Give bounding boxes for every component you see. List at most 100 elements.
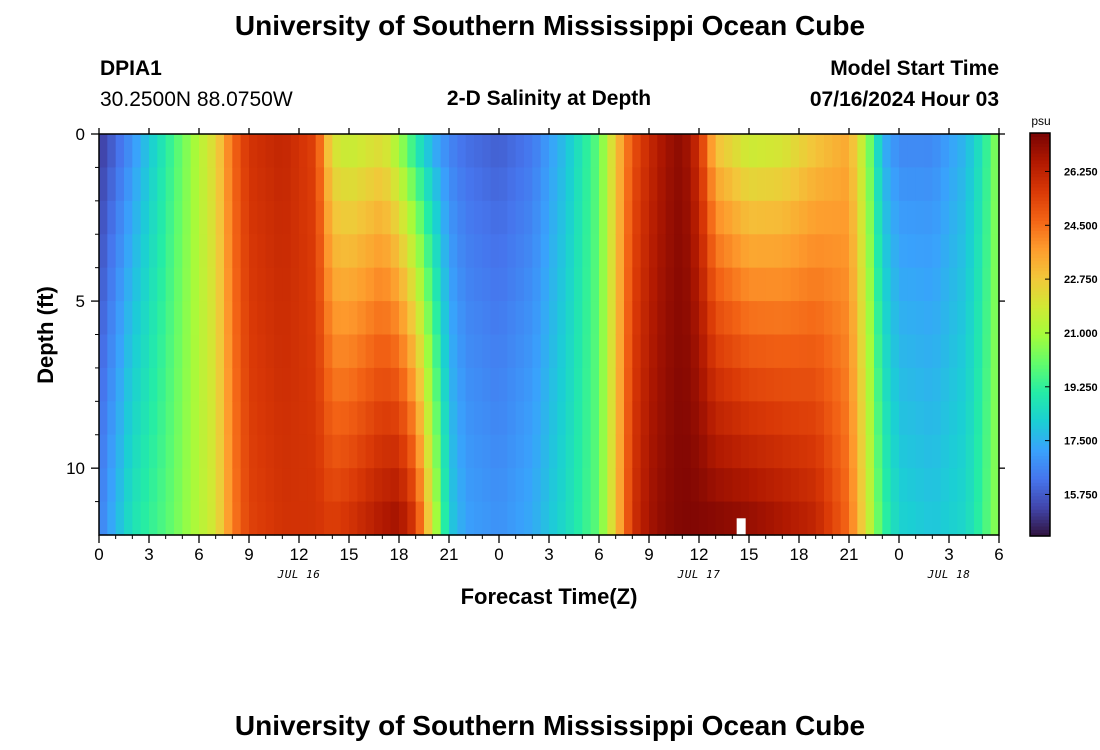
heatmap-cell: [357, 501, 367, 536]
heatmap-cell: [249, 200, 258, 235]
heatmap-cell: [399, 434, 408, 469]
heatmap-cell: [849, 167, 858, 202]
heatmap-cell: [324, 468, 333, 503]
chart-title: 2-D Salinity at Depth: [447, 87, 651, 110]
colorbar-segment: [1030, 196, 1050, 201]
colorbar-segment: [1030, 263, 1050, 268]
heatmap-cell: [449, 200, 458, 235]
heatmap-cell: [207, 367, 217, 402]
heatmap-cell: [907, 401, 917, 436]
heatmap-cell: [582, 267, 592, 302]
heatmap-cell: [449, 301, 458, 336]
heatmap-cell: [340, 501, 350, 536]
heatmap-cell: [540, 501, 550, 536]
heatmap-cell: [249, 401, 258, 436]
heatmap-cell: [449, 401, 458, 436]
heatmap-cell: [574, 334, 583, 369]
heatmap-cell: [240, 367, 250, 402]
heatmap-cell: [174, 167, 183, 202]
heatmap-cell: [274, 501, 283, 536]
heatmap-cell: [665, 267, 675, 302]
heatmap-cell: [299, 134, 308, 169]
heatmap-cell: [615, 401, 625, 436]
heatmap-cell: [915, 334, 925, 369]
heatmap-cell: [465, 334, 475, 369]
heatmap-cell: [507, 501, 517, 536]
heatmap-cell: [949, 401, 958, 436]
heatmap-cell: [865, 234, 875, 269]
heatmap-cell: [432, 200, 442, 235]
heatmap-cell: [132, 367, 142, 402]
heatmap-cell: [707, 234, 717, 269]
heatmap-cell: [715, 134, 725, 169]
heatmap-cell: [765, 301, 775, 336]
heatmap-cell: [249, 501, 258, 536]
heatmap-cell: [265, 234, 275, 269]
heatmap-cell: [232, 501, 242, 536]
heatmap-cell: [757, 167, 767, 202]
heatmap-cell: [907, 501, 917, 536]
heatmap-cell: [132, 167, 142, 202]
heatmap-cell: [990, 301, 1000, 336]
heatmap-cell: [349, 301, 358, 336]
heatmap-cell: [957, 267, 967, 302]
heatmap-cell: [590, 401, 600, 436]
heatmap-cell: [990, 167, 1000, 202]
heatmap-cell: [299, 334, 308, 369]
heatmap-cell: [615, 334, 625, 369]
heatmap-cell: [607, 367, 617, 402]
heatmap-cell: [724, 301, 733, 336]
heatmap-cell: [724, 334, 733, 369]
heatmap-cell: [124, 501, 133, 536]
heatmap-cell: [940, 134, 950, 169]
heatmap-cell: [590, 200, 600, 235]
heatmap-cell: [165, 401, 175, 436]
heatmap-cell: [107, 434, 117, 469]
heatmap-cell: [824, 401, 833, 436]
heatmap-cell: [607, 167, 617, 202]
heatmap-cell: [124, 301, 133, 336]
heatmap-cell: [274, 468, 283, 503]
heatmap-cell: [582, 200, 592, 235]
heatmap-cell: [890, 234, 900, 269]
heatmap-cell: [590, 367, 600, 402]
heatmap-cell: [990, 234, 1000, 269]
heatmap-cell: [132, 334, 142, 369]
heatmap-cell: [307, 468, 317, 503]
heatmap-cell: [624, 301, 633, 336]
heatmap-cell: [932, 501, 942, 536]
heatmap-cell: [490, 367, 500, 402]
heatmap-cell: [790, 401, 800, 436]
colorbar-segment: [1030, 186, 1050, 191]
heatmap-cell: [407, 301, 417, 336]
heatmap-cell: [740, 134, 750, 169]
heatmap-cell: [674, 234, 683, 269]
heatmap-cell: [940, 267, 950, 302]
heatmap-cell: [332, 401, 342, 436]
colorbar-segment: [1030, 227, 1050, 231]
heatmap-cell: [332, 334, 342, 369]
heatmap-cell: [582, 167, 592, 202]
heatmap-cell: [415, 334, 425, 369]
heatmap-cell: [174, 501, 183, 536]
heatmap-cell: [949, 501, 958, 536]
heatmap-cell: [690, 234, 700, 269]
heatmap-cell: [732, 434, 742, 469]
colorbar-segment: [1030, 156, 1050, 161]
heatmap-cell: [332, 434, 342, 469]
heatmap-cell: [590, 334, 600, 369]
heatmap-cell: [765, 234, 775, 269]
heatmap-cell: [490, 134, 500, 169]
heatmap-cell: [599, 334, 608, 369]
heatmap-cell: [124, 134, 133, 169]
heatmap-cell: [765, 200, 775, 235]
heatmap-cell: [390, 468, 400, 503]
heatmap-cell: [224, 167, 233, 202]
heatmap-cell: [924, 501, 933, 536]
heatmap-cell: [982, 301, 992, 336]
heatmap-cell: [149, 401, 158, 436]
heatmap-cell: [974, 434, 983, 469]
heatmap-cell: [382, 301, 392, 336]
heatmap-cell: [882, 434, 892, 469]
heatmap-cell: [674, 134, 683, 169]
